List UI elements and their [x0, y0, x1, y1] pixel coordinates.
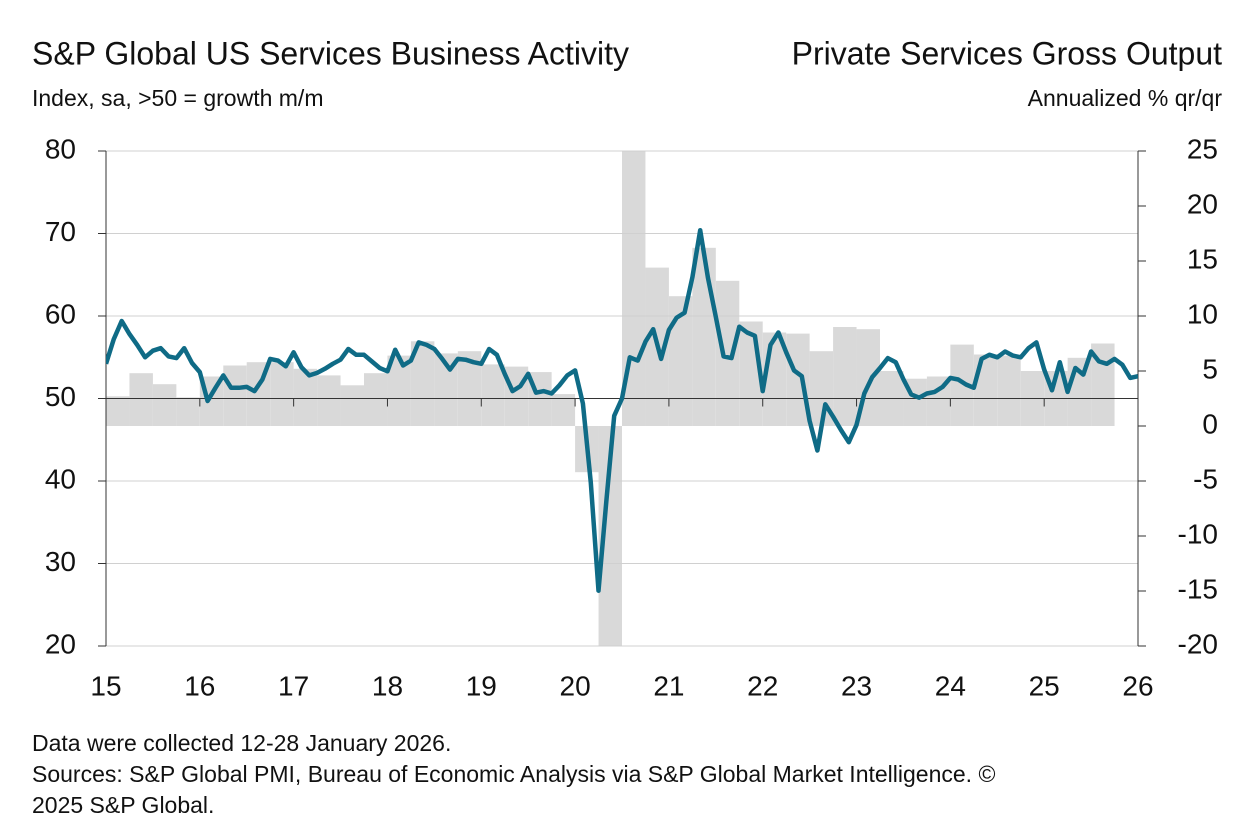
bar [340, 385, 364, 426]
x-tick-label: 17 [278, 670, 309, 701]
bar [950, 344, 974, 426]
y2-tick-label: -10 [1178, 518, 1218, 549]
bar [434, 353, 458, 426]
x-tick-label: 24 [935, 670, 966, 701]
left-title: S&P Global US Services Business Activity [32, 35, 629, 71]
y2-tick-label: -5 [1193, 463, 1218, 494]
bar [129, 373, 153, 426]
bar [457, 351, 482, 426]
bar [176, 397, 200, 426]
y2-tick-label: 25 [1187, 133, 1218, 164]
x-tick-label: 26 [1122, 670, 1153, 701]
y-axis-label: Index, sa, >50 = growth m/m [32, 85, 323, 111]
y-tick-label: 30 [45, 546, 76, 577]
y-tick-label: 40 [45, 463, 76, 494]
bar-layer [106, 151, 1115, 646]
bar [551, 394, 576, 426]
bar [152, 384, 177, 426]
x-tick-label: 20 [560, 670, 591, 701]
y2-tick-label: -15 [1178, 573, 1218, 604]
y2-tick-label: 0 [1202, 408, 1218, 439]
line-layer [106, 227, 1138, 593]
x-tick-label: 19 [466, 670, 497, 701]
bar [973, 354, 998, 426]
x-tick-label: 21 [653, 670, 684, 701]
note: Sources: S&P Global PMI, Bureau of Econo… [32, 761, 995, 787]
x-tick-label: 22 [747, 670, 778, 701]
bar [692, 247, 716, 426]
bar [364, 373, 388, 426]
note: Data were collected 12-28 January 2026. [32, 730, 451, 756]
bar [317, 375, 341, 426]
x-tick-label: 18 [372, 670, 403, 701]
y-tick-label: 80 [45, 133, 76, 164]
bar [833, 327, 857, 426]
bar [926, 376, 951, 426]
x-tick-label: 23 [841, 670, 872, 701]
bar [387, 355, 411, 426]
y2-tick-label: 5 [1202, 353, 1218, 384]
bar [668, 296, 693, 426]
y2-tick-label: 10 [1187, 298, 1218, 329]
right-title: Private Services Gross Output [792, 35, 1222, 71]
note: 2025 S&P Global. [32, 792, 214, 818]
bar [715, 280, 740, 426]
line [106, 227, 1138, 593]
bar [997, 355, 1021, 426]
y-tick-label: 70 [45, 216, 76, 247]
y2-tick-label: 20 [1187, 188, 1218, 219]
bar [410, 341, 435, 426]
y-tick-label: 60 [45, 298, 76, 329]
y2-tick-label: 15 [1187, 243, 1218, 274]
y-tick-label: 20 [45, 628, 76, 659]
bar [106, 396, 130, 426]
bar [786, 333, 810, 426]
bar [223, 365, 247, 426]
y2-axis-label: Annualized % qr/qr [1028, 85, 1223, 111]
x-tick-label: 15 [90, 670, 121, 701]
y-tick-label: 50 [45, 381, 76, 412]
x-tick-label: 25 [1029, 670, 1060, 701]
bar [270, 362, 294, 426]
bar [481, 364, 505, 426]
x-tick-label: 16 [184, 670, 215, 701]
bar [293, 368, 318, 426]
y2-tick-label: -20 [1178, 628, 1218, 659]
